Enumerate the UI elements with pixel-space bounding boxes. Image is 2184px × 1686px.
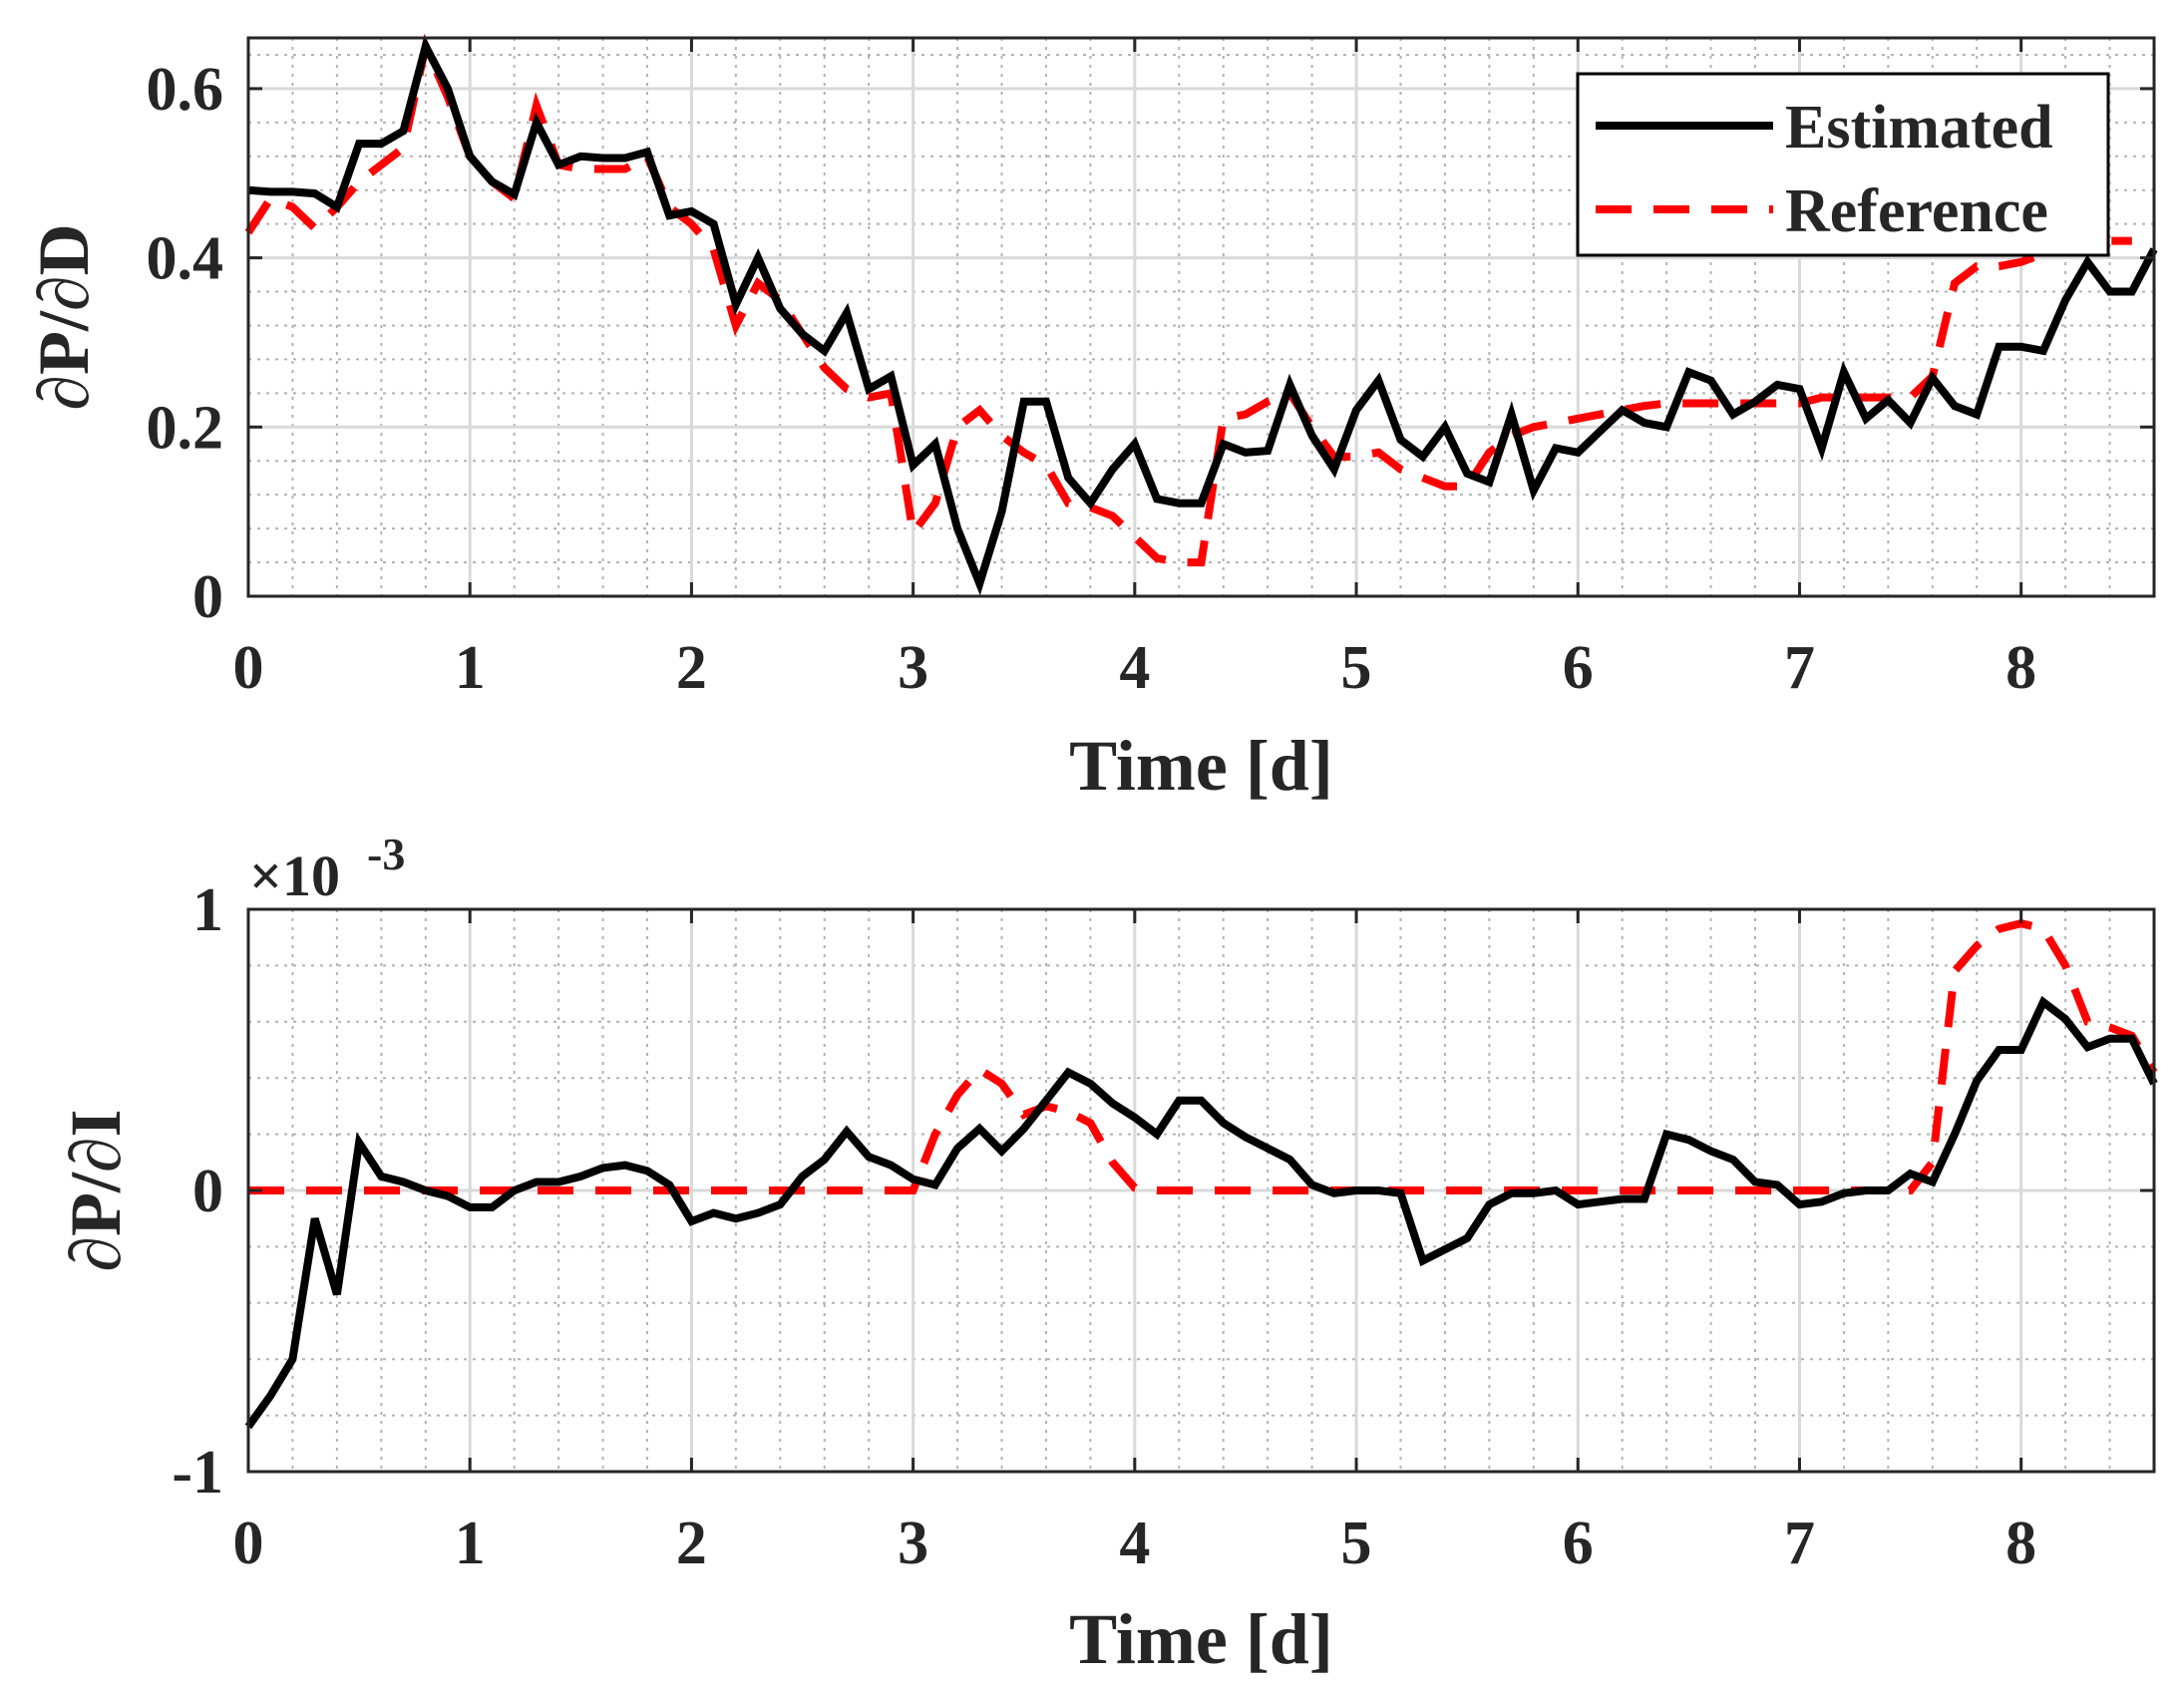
x-tick-label: 6 bbox=[1563, 634, 1594, 702]
x-tick-label: 4 bbox=[1119, 1510, 1150, 1577]
reference-line bbox=[248, 918, 2158, 1194]
x-axis-label: Time [d] bbox=[1069, 726, 1333, 806]
x-tick-label: 3 bbox=[898, 1510, 928, 1577]
x-tick-label: 0 bbox=[233, 1510, 264, 1577]
x-tick-label: 4 bbox=[1119, 634, 1150, 702]
x-tick-label: 8 bbox=[2005, 634, 2036, 702]
x-tick-label: 1 bbox=[455, 634, 486, 702]
exponent-multiplier: ×10 bbox=[249, 843, 340, 908]
legend: Estimated Reference bbox=[1576, 72, 2110, 257]
estimated-line bbox=[244, 995, 2158, 1430]
estimated-series bbox=[247, 35, 2158, 596]
chart-dp-dd: 0 1 2 3 4 5 6 7 8 0 0.2 0.4 0.6 Time [d] ∂P/∂D Esti… bbox=[24, 33, 2158, 806]
y-tick-label: 0 bbox=[192, 563, 223, 631]
legend-box bbox=[1576, 72, 2110, 257]
x-tick-label: 1 bbox=[455, 1510, 486, 1577]
plot-frame bbox=[246, 36, 2156, 598]
minor-grid bbox=[248, 38, 2155, 596]
reference-series bbox=[248, 918, 2158, 1194]
x-ticks: 0 1 2 3 4 5 6 7 8 bbox=[233, 38, 2036, 702]
y-tick-label: 0.2 bbox=[147, 394, 224, 462]
y-ticks: 0 0.2 0.4 0.6 bbox=[147, 56, 2154, 631]
x-tick-label: 6 bbox=[1563, 1510, 1594, 1577]
x-tick-label: 2 bbox=[676, 1510, 707, 1577]
x-tick-label: 5 bbox=[1341, 634, 1372, 702]
x-tick-label: 3 bbox=[898, 634, 928, 702]
y-tick-label: 0.6 bbox=[147, 56, 224, 124]
x-tick-label: 7 bbox=[1784, 634, 1815, 702]
x-ticks: 0 1 2 3 4 5 6 7 8 bbox=[233, 909, 2036, 1577]
x-axis-label: Time [d] bbox=[1069, 1599, 1333, 1679]
y-ticks: -1 0 1 bbox=[172, 876, 2154, 1507]
estimated-line bbox=[247, 35, 2158, 596]
x-tick-label: 5 bbox=[1341, 1510, 1372, 1577]
y-tick-label: 0.4 bbox=[147, 225, 224, 293]
estimated-series bbox=[244, 995, 2158, 1430]
legend-estimated-label: Estimated bbox=[1785, 94, 2053, 162]
x-tick-label: 0 bbox=[233, 634, 264, 702]
exponent-power: -3 bbox=[367, 829, 405, 879]
y-tick-label: 0 bbox=[192, 1158, 223, 1225]
y-axis-label: ∂P/∂D bbox=[24, 223, 104, 410]
y-tick-label: -1 bbox=[172, 1439, 223, 1507]
x-tick-label: 2 bbox=[676, 634, 707, 702]
legend-reference-label: Reference bbox=[1785, 177, 2048, 245]
x-tick-label: 7 bbox=[1784, 1510, 1815, 1577]
x-tick-label: 8 bbox=[2005, 1510, 2036, 1577]
y-axis-label: ∂P/∂I bbox=[56, 1109, 136, 1271]
y-tick-label: 1 bbox=[192, 876, 223, 944]
